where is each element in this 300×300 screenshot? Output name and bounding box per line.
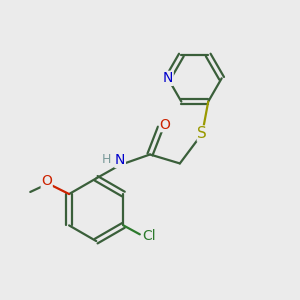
Text: H: H xyxy=(102,153,111,166)
Text: O: O xyxy=(160,118,170,132)
Text: N: N xyxy=(163,71,173,85)
Text: Cl: Cl xyxy=(142,229,156,243)
Text: S: S xyxy=(197,126,207,141)
Text: O: O xyxy=(41,174,52,188)
Text: N: N xyxy=(115,154,125,167)
